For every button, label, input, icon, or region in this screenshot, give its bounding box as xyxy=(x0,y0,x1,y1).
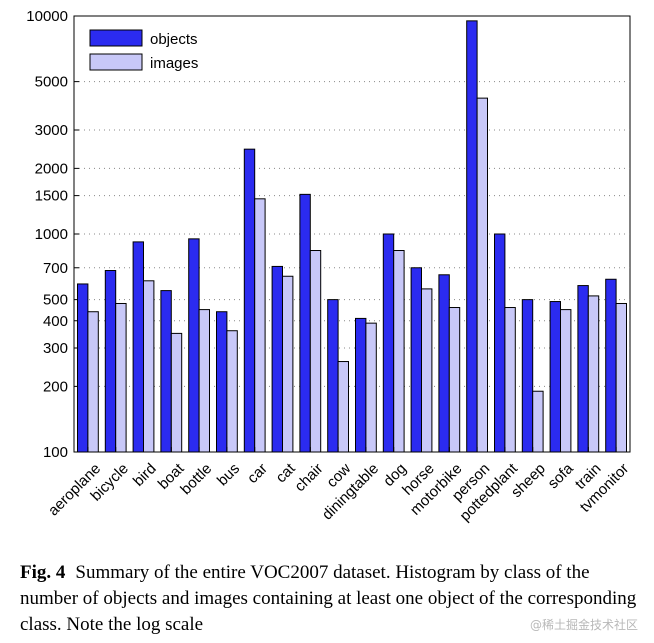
y-tick-label: 300 xyxy=(43,340,68,357)
figure-label: Fig. 4 xyxy=(20,562,66,583)
y-tick-label: 500 xyxy=(43,292,68,309)
y-tick-label: 200 xyxy=(43,378,68,395)
bar-objects-boat xyxy=(160,290,172,453)
bar-images-train xyxy=(587,295,600,453)
bar-objects-dog xyxy=(382,233,395,453)
y-tick-label: 3000 xyxy=(35,122,68,139)
bar-images-cow xyxy=(337,361,350,453)
bar-images-person xyxy=(476,97,489,453)
y-tick-label: 1000 xyxy=(35,226,68,243)
bars xyxy=(77,20,627,453)
y-tick-label: 2000 xyxy=(35,160,68,177)
bar-images-cat xyxy=(282,275,294,453)
bar-images-sheep xyxy=(532,390,544,453)
x-tick-label-bird: bird xyxy=(130,460,160,490)
bar-images-bicycle xyxy=(115,302,127,453)
legend-swatch-objects xyxy=(89,29,143,47)
bar-images-sofa xyxy=(560,309,572,453)
bar-objects-cow xyxy=(327,299,339,453)
x-tick-label-bottle: bottle xyxy=(177,460,215,498)
caption-text: Summary of the entire VOC2007 dataset. H… xyxy=(20,562,637,635)
bar-images-tvmonitor xyxy=(615,302,627,453)
bar-images-car xyxy=(254,198,266,453)
legend-label-images: images xyxy=(150,55,198,72)
x-tick-label-chair: chair xyxy=(291,460,326,495)
bar-objects-horse xyxy=(410,267,423,453)
bar-objects-aeroplane xyxy=(77,283,89,453)
bar-images-dog xyxy=(393,250,405,453)
bar-objects-bird xyxy=(132,241,145,453)
bar-images-chair xyxy=(309,250,322,453)
bar-objects-sofa xyxy=(549,301,561,453)
bar-objects-bus xyxy=(216,311,228,453)
bar-images-bottle xyxy=(198,309,211,453)
bar-objects-diningtable xyxy=(355,317,367,453)
y-tick-label: 400 xyxy=(43,313,68,330)
x-tick-label-sofa: sofa xyxy=(545,460,578,493)
y-axis: 100 200 300 400 500 700 1000 1500 2000 3000 5000 10… xyxy=(26,8,79,461)
y-tick-label: 1500 xyxy=(35,188,68,205)
bar-objects-motorbike xyxy=(438,274,450,453)
bar-images-horse xyxy=(421,288,433,453)
x-tick-label-car: car xyxy=(244,460,271,487)
y-tick-label: 100 xyxy=(43,444,68,461)
bar-images-boat xyxy=(170,332,183,453)
bar-images-diningtable xyxy=(365,322,377,453)
y-tick-label: 700 xyxy=(43,260,68,277)
bar-objects-bottle xyxy=(188,238,200,453)
bar-images-aeroplane xyxy=(87,311,99,453)
bar-images-pottedplant xyxy=(504,307,516,453)
gridlines xyxy=(74,81,630,387)
x-tick-label-bus: bus xyxy=(214,460,243,489)
bar-objects-person xyxy=(466,20,478,453)
bar-objects-tvmonitor xyxy=(605,278,617,453)
y-tick-label: 10000 xyxy=(26,8,68,25)
bar-images-bus xyxy=(226,330,238,453)
legend-swatch-images xyxy=(89,53,143,71)
bar-objects-cat xyxy=(271,265,284,453)
bar-objects-car xyxy=(243,148,256,453)
y-tick-label: 5000 xyxy=(35,74,68,91)
plot-frame xyxy=(73,15,631,453)
bar-chart: 100 200 300 400 500 700 1000 1500 2000 3000 5000 10… xyxy=(26,8,632,525)
bar-objects-pottedplant xyxy=(494,233,506,453)
bar-images-motorbike xyxy=(448,307,461,453)
bar-objects-bicycle xyxy=(104,270,117,453)
figure-caption: Fig. 4 Summary of the entire VOC2007 data… xyxy=(20,560,640,638)
bar-images-bird xyxy=(143,280,155,453)
legend-label-objects: objects xyxy=(150,31,198,48)
bar-objects-chair xyxy=(299,193,311,453)
bar-objects-sheep xyxy=(521,299,534,453)
bar-objects-train xyxy=(577,285,589,453)
legend: objects images xyxy=(80,22,210,78)
watermark: @稀土掘金技术社区 xyxy=(529,618,638,632)
